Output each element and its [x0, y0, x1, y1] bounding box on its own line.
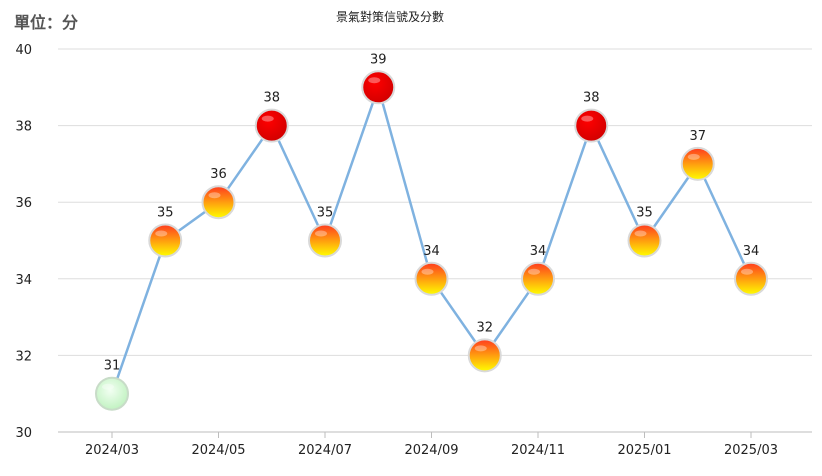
data-point-red — [574, 108, 609, 143]
point-highlight — [102, 383, 114, 390]
point-highlight — [741, 268, 753, 275]
x-tick-label: 2024/03 — [85, 443, 139, 458]
data-label: 36 — [210, 167, 227, 182]
y-tick-label: 32 — [15, 349, 32, 364]
chart-title: 景氣對策信號及分數 — [336, 10, 444, 24]
point-highlight — [261, 115, 274, 122]
x-tick-label: 2025/03 — [724, 443, 778, 458]
point-highlight — [368, 77, 381, 84]
data-point-yellow-red — [414, 261, 449, 296]
x-tick-label: 2025/01 — [617, 443, 671, 458]
point-highlight — [634, 230, 647, 237]
point-highlight — [528, 268, 540, 275]
point-highlight — [155, 230, 168, 237]
data-label: 34 — [530, 244, 547, 259]
data-point-red — [361, 70, 396, 105]
data-label: 34 — [743, 244, 760, 259]
data-point-yellow-red — [308, 223, 342, 258]
y-axis: 30 32 34 36 38 40 — [15, 43, 32, 441]
point-highlight — [208, 192, 221, 199]
data-label: 37 — [689, 129, 706, 144]
data-point-yellow-red — [201, 185, 236, 220]
x-tick-label: 2024/11 — [511, 443, 565, 458]
point-highlight — [687, 153, 700, 160]
data-label: 31 — [104, 359, 121, 374]
data-point-red — [254, 108, 289, 143]
data-point-green — [95, 376, 129, 411]
data-label: 35 — [157, 206, 174, 221]
data-point-yellow-red — [680, 146, 715, 181]
y-tick-label: 40 — [15, 43, 32, 58]
point-highlight — [474, 345, 487, 352]
point-highlight — [581, 115, 594, 122]
data-label: 38 — [583, 91, 600, 106]
data-points — [95, 70, 768, 411]
data-point-yellow-red — [467, 338, 502, 373]
data-label: 32 — [476, 320, 493, 335]
x-tick-label: 2024/09 — [404, 443, 458, 458]
y-tick-label: 30 — [15, 426, 32, 441]
y-tick-label: 38 — [15, 120, 32, 135]
point-highlight — [315, 230, 327, 237]
data-point-yellow-red — [521, 261, 555, 296]
x-tick-label: 2024/07 — [298, 443, 352, 458]
x-tick-label: 2024/05 — [191, 443, 245, 458]
unit-label: 單位：分 — [14, 13, 79, 32]
y-tick-label: 36 — [15, 196, 32, 211]
data-label: 38 — [263, 91, 280, 106]
data-point-yellow-red — [627, 223, 662, 258]
data-label: 35 — [636, 206, 653, 221]
data-label: 35 — [317, 206, 334, 221]
y-tick-label: 34 — [15, 273, 32, 288]
data-labels: 31 35 36 38 35 39 34 32 34 38 35 37 34 — [104, 52, 760, 373]
x-axis: 2024/03 2024/05 2024/07 2024/09 2024/11 2025/… — [85, 432, 778, 458]
data-label: 34 — [423, 244, 440, 259]
data-point-yellow-red — [148, 223, 183, 258]
data-label: 39 — [370, 52, 387, 67]
data-point-yellow-red — [734, 261, 768, 296]
point-highlight — [421, 268, 434, 275]
